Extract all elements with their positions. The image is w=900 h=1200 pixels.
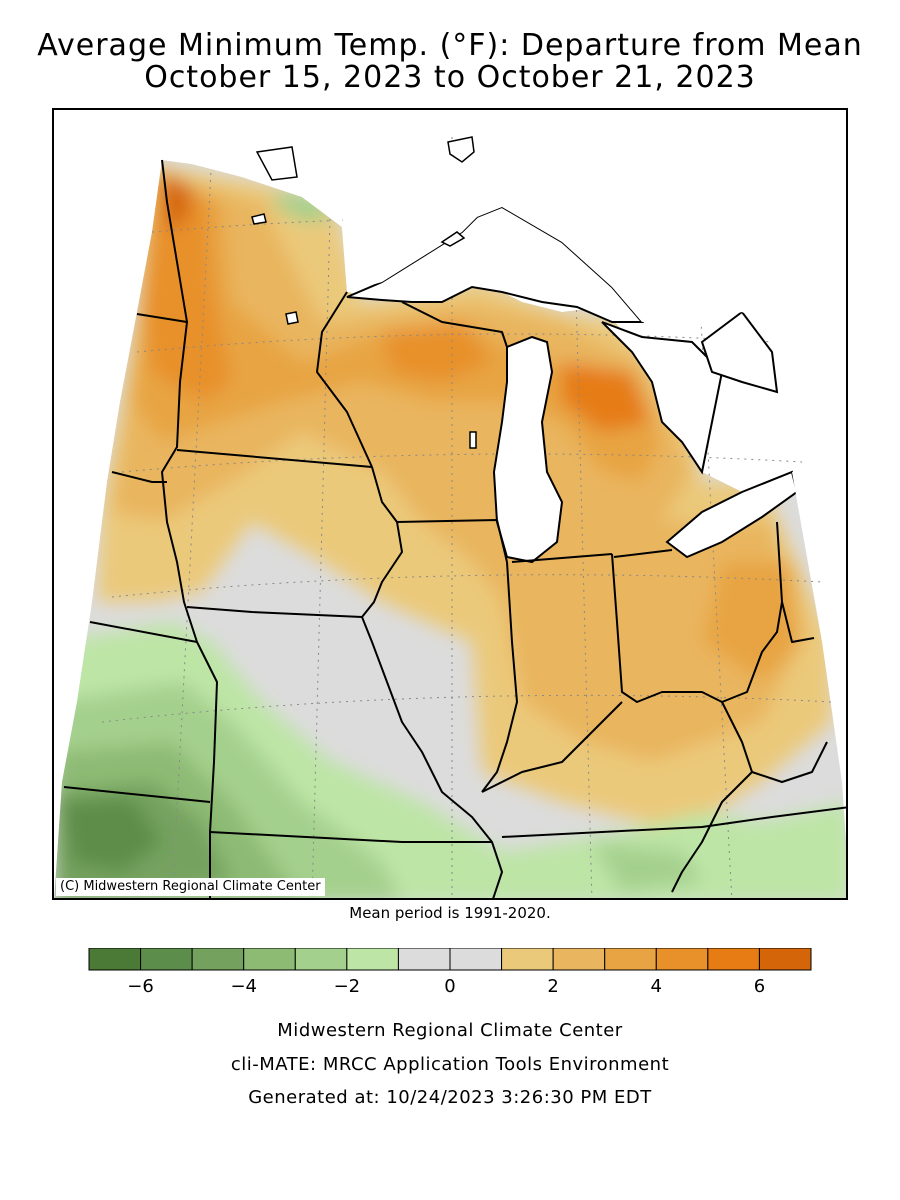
legend-tick-label: 4 xyxy=(651,976,662,997)
islands xyxy=(251,136,477,449)
legend-swatch xyxy=(758,947,812,971)
credit-organization: Midwestern Regional Climate Center xyxy=(277,1020,623,1041)
legend-swatch xyxy=(707,947,760,971)
in-mi-line xyxy=(511,553,613,563)
nd-sd-line xyxy=(136,313,188,323)
oh-pa-line xyxy=(776,521,815,643)
mississippi-lower xyxy=(361,616,503,898)
departure-map xyxy=(54,112,846,898)
legend-swatch xyxy=(243,947,296,971)
legend-tick-label: 6 xyxy=(754,976,765,997)
legend-swatch xyxy=(604,947,657,971)
wi-il-line xyxy=(396,519,508,563)
ky-va-line xyxy=(671,771,753,893)
color-legend: −6 −4 −2 0 2 4 6 xyxy=(88,947,812,1002)
legend-scale: −6 −4 −2 0 2 4 6 xyxy=(88,947,812,997)
legend-tick-label: −2 xyxy=(334,976,361,997)
legend-swatch xyxy=(501,947,554,971)
west-border xyxy=(161,159,218,898)
credit-tool: cli-MATE: MRCC Application Tools Environ… xyxy=(230,1054,670,1075)
legend-swatch xyxy=(655,947,709,971)
legend-swatch xyxy=(191,947,245,971)
legend-tick-label: −6 xyxy=(127,976,154,997)
legend-swatch xyxy=(449,947,503,971)
legend-tick-label: 0 xyxy=(444,976,455,997)
ky-tn-line xyxy=(501,806,846,838)
legend-swatch xyxy=(294,947,348,971)
ia-mo-line xyxy=(186,606,363,618)
legend-swatch xyxy=(88,947,142,971)
mi-oh-line xyxy=(613,549,673,558)
northwest-white xyxy=(152,112,342,227)
map-date-range: October 15, 2023 to October 21, 2023 xyxy=(144,60,756,95)
mn-wi-line xyxy=(316,291,373,468)
mn-ia-line xyxy=(176,449,373,468)
ks-ok-line xyxy=(63,786,211,803)
il-in-line xyxy=(481,561,518,793)
great-lakes xyxy=(346,205,799,564)
lake-huron xyxy=(601,321,724,475)
mo-ar-line xyxy=(209,831,492,843)
legend-tick-label: −4 xyxy=(230,976,257,997)
lake-michigan xyxy=(492,335,564,564)
legend-tick-label: 2 xyxy=(547,976,558,997)
wi-mi-up xyxy=(401,301,508,348)
legend-swatch xyxy=(552,947,606,971)
map-panel xyxy=(52,108,848,900)
mean-period-note: Mean period is 1991-2020. xyxy=(349,904,551,922)
ky-wv-line xyxy=(721,701,828,783)
mississippi-ia xyxy=(361,466,403,618)
credit-generated: Generated at: 10/24/2023 3:26:30 PM EDT xyxy=(248,1087,652,1108)
ohio-river-east xyxy=(721,601,783,703)
legend-swatch xyxy=(346,947,399,971)
state-boundaries xyxy=(63,159,846,898)
legend-swatch xyxy=(140,947,193,971)
ne-ks-line xyxy=(89,621,198,643)
legend-swatch xyxy=(397,947,451,971)
sd-ne-line xyxy=(111,471,167,483)
east-white xyxy=(792,462,846,512)
canada-area xyxy=(342,122,846,332)
ohio-river-west xyxy=(481,701,623,793)
in-oh-line xyxy=(611,553,723,703)
map-title: Average Minimum Temp. (°F): Departure fr… xyxy=(37,28,863,63)
copyright-label: (C) Midwestern Regional Climate Center xyxy=(56,878,325,896)
